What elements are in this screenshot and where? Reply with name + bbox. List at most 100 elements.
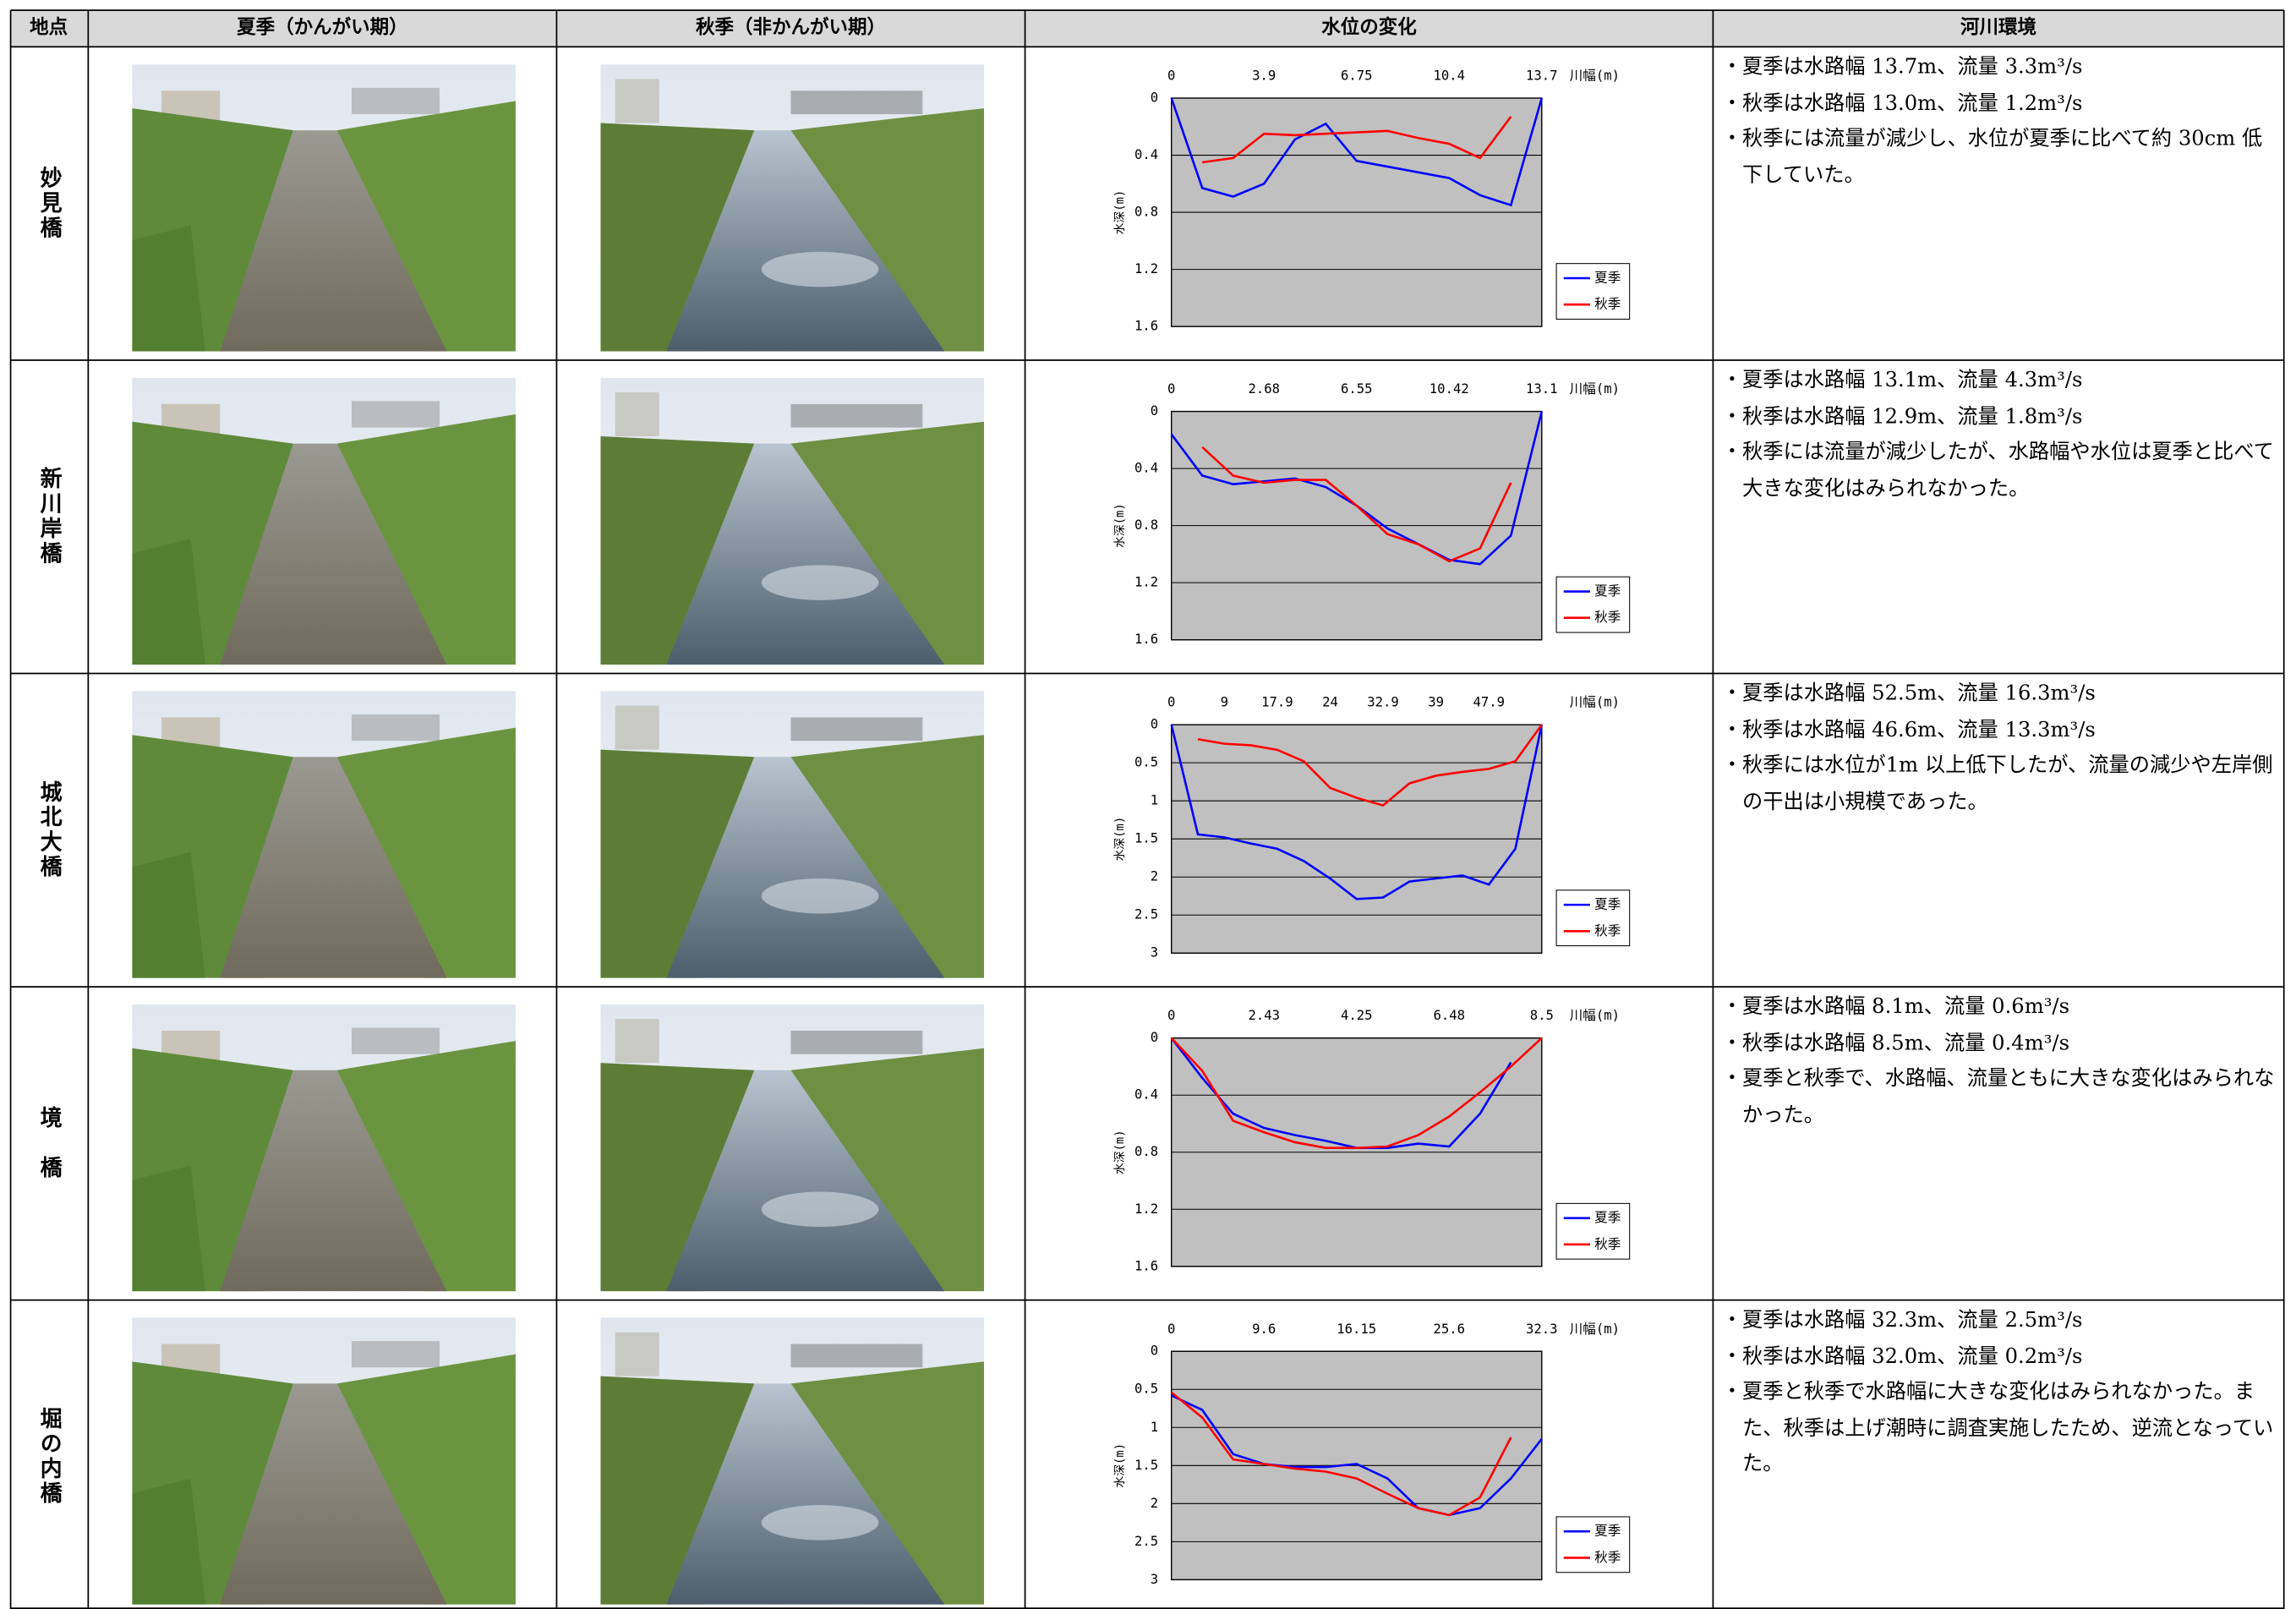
y-axis-label: 水深(m) <box>1113 1130 1127 1174</box>
y-tick-label: 0 <box>1151 403 1158 419</box>
y-axis-label: 水深(m) <box>1113 503 1127 548</box>
x-tick-label: 17.9 <box>1261 695 1293 710</box>
note-line: ・夏季は水路幅 32.3m、流量 2.5m³/s <box>1722 1303 2281 1338</box>
y-tick-label: 0 <box>1151 717 1158 732</box>
header-cell: 水位の変化 <box>1321 15 1417 38</box>
legend-label: 秋季 <box>1594 610 1621 625</box>
header-cell: 河川環境 <box>1960 15 2036 38</box>
note-line: ・夏季は水路幅 13.7m、流量 3.3m³/s <box>1722 50 2281 85</box>
location-name: 城北大橋 <box>36 780 62 880</box>
x-tick-label: 6.55 <box>1341 381 1373 397</box>
photo <box>132 1317 516 1604</box>
y-tick-label: 0 <box>1151 90 1158 106</box>
y-tick-label: 1.5 <box>1134 1458 1158 1473</box>
notes: ・夏季は水路幅 13.1m、流量 4.3m³/s・秋季は水路幅 12.9m、流量… <box>1722 363 2281 506</box>
x-tick-label: 47.9 <box>1473 695 1505 710</box>
header-cell: 秋季（非かんがい期） <box>696 15 886 38</box>
y-tick-label: 1.6 <box>1134 319 1158 334</box>
x-tick-label: 10.4 <box>1434 68 1466 84</box>
notes: ・夏季は水路幅 32.3m、流量 2.5m³/s・秋季は水路幅 32.0m、流量… <box>1722 1303 2281 1482</box>
note-line: ・秋季には流量が減少したが、水路幅や水位は夏季と比べて大きな変化はみられなかった… <box>1722 435 2281 506</box>
x-tick-label: 13.7 <box>1526 68 1558 84</box>
location-name: 新川岸橋 <box>36 466 62 566</box>
x-tick-label: 0 <box>1167 381 1175 397</box>
x-axis-label: 川幅(m) <box>1570 381 1620 397</box>
y-tick-label: 1 <box>1151 793 1158 808</box>
x-tick-label: 32.3 <box>1526 1322 1558 1337</box>
y-tick-label: 2.5 <box>1134 907 1158 922</box>
y-tick-label: 3 <box>1151 1572 1158 1587</box>
x-tick-label: 16.15 <box>1337 1322 1376 1337</box>
x-axis-label: 川幅(m) <box>1570 1008 1620 1023</box>
location-name: 妙見橋 <box>36 166 62 240</box>
x-tick-label: 0 <box>1167 1008 1175 1023</box>
note-line: ・夏季と秋季で、水路幅、流量ともに大きな変化はみられなかった。 <box>1722 1061 2281 1133</box>
note-line: ・秋季には水位が1m 以上低下したが、流量の減少や左岸側の干出は小規模であった。 <box>1722 748 2281 820</box>
note-line: ・秋季は水路幅 46.6m、流量 13.3m³/s <box>1722 712 2281 747</box>
notes: ・夏季は水路幅 52.5m、流量 16.3m³/s・秋季は水路幅 46.6m、流… <box>1722 676 2281 820</box>
x-tick-label: 2.43 <box>1248 1008 1280 1023</box>
y-tick-label: 0.8 <box>1134 517 1158 533</box>
notes: ・夏季は水路幅 13.7m、流量 3.3m³/s・秋季は水路幅 13.0m、流量… <box>1722 50 2281 194</box>
y-tick-label: 3 <box>1151 945 1158 960</box>
y-tick-label: 0.4 <box>1134 461 1158 476</box>
y-tick-label: 2.5 <box>1134 1534 1158 1549</box>
notes-cell: ・夏季は水路幅 52.5m、流量 16.3m³/s・秋季は水路幅 46.6m、流… <box>1722 676 2281 984</box>
photo <box>600 1004 984 1291</box>
y-tick-label: 0.5 <box>1134 755 1158 770</box>
legend-label: 夏季 <box>1594 583 1621 599</box>
x-tick-label: 6.75 <box>1341 68 1373 84</box>
x-tick-label: 25.6 <box>1434 1322 1466 1337</box>
y-tick-label: 0.4 <box>1134 147 1158 162</box>
x-tick-label: 4.25 <box>1341 1008 1373 1023</box>
location-name: 境 橋 <box>36 1105 62 1180</box>
y-tick-label: 1.2 <box>1134 261 1158 276</box>
x-tick-label: 39 <box>1428 695 1444 710</box>
y-tick-label: 2 <box>1151 869 1158 884</box>
y-axis-label: 水深(m) <box>1113 817 1127 862</box>
page: 地点 夏季（かんがい期） 秋季（非かんがい期） 水位の変化 河川環境 妙見橋00… <box>0 0 2296 1609</box>
photo <box>600 64 984 351</box>
location-name: 堀の内橋 <box>36 1407 62 1507</box>
legend-label: 夏季 <box>1594 897 1621 912</box>
y-axis-label: 水深(m) <box>1113 190 1127 235</box>
y-tick-label: 1.5 <box>1134 831 1158 846</box>
y-axis-label: 水深(m) <box>1113 1443 1127 1488</box>
x-tick-label: 9.6 <box>1252 1322 1276 1337</box>
note-line: ・夏季は水路幅 52.5m、流量 16.3m³/s <box>1722 676 2281 712</box>
photo <box>132 1004 516 1291</box>
x-axis-label: 川幅(m) <box>1570 695 1620 710</box>
photo <box>600 1317 984 1604</box>
legend-label: 秋季 <box>1594 923 1621 939</box>
header-cell: 夏季（かんがい期） <box>237 15 408 38</box>
y-tick-label: 1 <box>1151 1420 1158 1435</box>
legend-label: 秋季 <box>1594 297 1621 312</box>
note-line: ・夏季と秋季で水路幅に大きな変化はみられなかった。また、秋季は上げ潮時に調査実施… <box>1722 1375 2281 1482</box>
photo <box>600 378 984 665</box>
y-tick-label: 1.2 <box>1134 1201 1158 1217</box>
photo <box>600 691 984 977</box>
y-tick-label: 0.8 <box>1134 205 1158 220</box>
y-tick-label: 2 <box>1151 1496 1158 1511</box>
legend-label: 夏季 <box>1594 270 1621 285</box>
x-tick-label: 2.68 <box>1248 381 1280 397</box>
x-tick-label: 24 <box>1322 695 1338 710</box>
legend-label: 夏季 <box>1594 1210 1621 1225</box>
y-tick-label: 0 <box>1151 1344 1158 1359</box>
photos <box>132 64 984 1605</box>
x-tick-label: 0 <box>1167 1322 1175 1337</box>
note-line: ・秋季には流量が減少し、水位が夏季に比べて約 30cm 低下していた。 <box>1722 122 2281 194</box>
x-tick-label: 9 <box>1221 695 1228 710</box>
x-tick-label: 0 <box>1167 68 1175 84</box>
x-axis-label: 川幅(m) <box>1570 68 1620 84</box>
photo <box>132 64 516 351</box>
y-tick-label: 0 <box>1151 1030 1158 1045</box>
x-tick-label: 3.9 <box>1252 68 1276 84</box>
notes-cell: ・夏季は水路幅 32.3m、流量 2.5m³/s・秋季は水路幅 32.0m、流量… <box>1722 1303 2281 1609</box>
photo <box>132 378 516 665</box>
header-cell: 地点 <box>30 16 68 38</box>
y-tick-label: 1.6 <box>1134 632 1158 647</box>
y-tick-label: 0.5 <box>1134 1382 1158 1397</box>
x-tick-label: 8.5 <box>1530 1008 1554 1023</box>
legend-label: 秋季 <box>1594 1550 1621 1565</box>
